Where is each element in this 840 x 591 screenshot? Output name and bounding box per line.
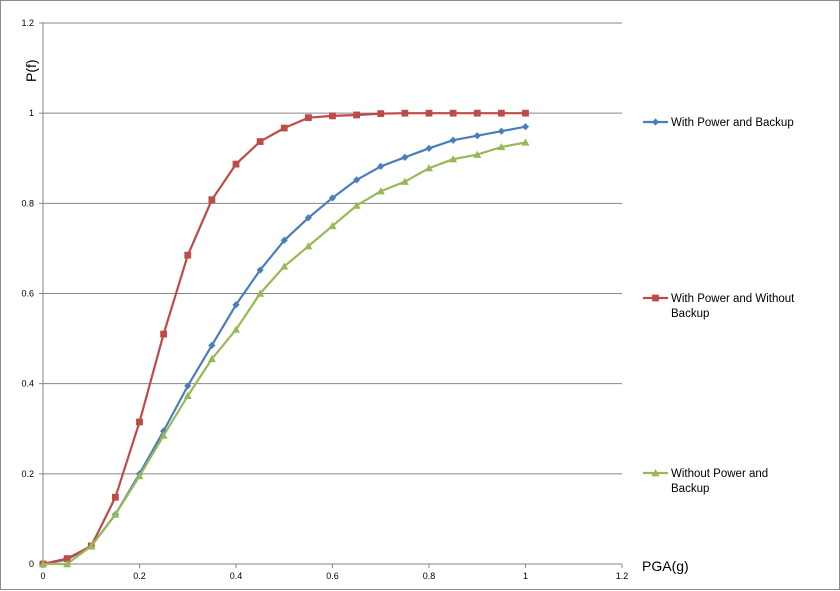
data-point <box>353 111 361 119</box>
legend-marker <box>651 469 660 477</box>
data-point <box>280 236 288 244</box>
data-point <box>449 155 458 163</box>
legend-label-line: With Power and Without <box>671 293 795 305</box>
data-point <box>304 114 312 122</box>
data-point <box>304 242 313 250</box>
data-point <box>184 382 192 390</box>
gridlines <box>43 22 622 475</box>
legend-marker <box>652 294 659 302</box>
data-point <box>328 194 337 202</box>
x-tick-label: 0.8 <box>423 571 436 581</box>
legend-label-line: With Power and Backup <box>671 117 794 129</box>
series-line <box>43 141 526 566</box>
data-point <box>329 112 336 120</box>
data-point <box>352 201 361 209</box>
data-point <box>111 493 119 501</box>
y-tick-label: 0.4 <box>21 379 34 389</box>
data-point <box>256 138 264 145</box>
data-point <box>377 162 385 170</box>
tick-labels: 0 0.2 0.4 0.6 0.8 1 1.2 0 0.2 0.4 0.6 0.8 1 1.2 <box>21 18 628 581</box>
data-point <box>63 555 71 562</box>
data-point <box>497 109 505 117</box>
data-point <box>425 144 433 152</box>
data-point <box>208 196 216 204</box>
legend-item-2: Without Power and Backup <box>643 468 768 495</box>
data-point <box>256 266 264 274</box>
data-point <box>280 124 288 132</box>
data-point <box>400 177 409 185</box>
data-point <box>425 164 433 172</box>
legend-label: Without Power and Backup <box>671 468 768 495</box>
data-point <box>256 289 265 297</box>
x-tick-label: 0.6 <box>326 571 339 581</box>
legend-marker <box>651 118 660 126</box>
data-point <box>184 251 192 259</box>
x-tick-label: 0.2 <box>133 571 146 581</box>
series-2 <box>39 138 530 568</box>
data-point <box>159 431 168 439</box>
x-tick-label: 1 <box>523 571 528 581</box>
axes <box>39 22 623 568</box>
legend-label: With Power and Without Backup <box>671 293 795 320</box>
data-point <box>401 109 409 117</box>
data-point <box>208 341 216 349</box>
legend-label-line: Backup <box>671 308 709 320</box>
data-point <box>521 138 530 146</box>
series-1 <box>39 109 529 568</box>
data-point <box>473 132 481 140</box>
data-point <box>328 221 337 230</box>
data-point <box>39 560 47 568</box>
legend-item-0: With Power and Backup <box>643 117 794 129</box>
y-tick-label: 0.6 <box>21 289 34 299</box>
data-point <box>401 153 409 161</box>
data-point <box>473 109 481 117</box>
data-point <box>521 123 530 131</box>
y-axis-title: P(f) <box>23 59 39 82</box>
data-point <box>449 109 457 117</box>
data-point <box>87 541 96 550</box>
data-point <box>376 187 385 195</box>
data-point <box>207 354 216 363</box>
data-point <box>135 472 144 480</box>
legend-label-line: Without Power and <box>671 468 768 480</box>
x-tick-label: 0.4 <box>230 571 243 581</box>
legend-item-1: With Power and Without Backup <box>643 293 795 320</box>
legend: With Power and Backup With Power and With… <box>643 117 795 495</box>
y-tick-label: 0.8 <box>21 198 34 208</box>
y-tick-label: 1.2 <box>21 18 34 28</box>
data-point <box>522 109 529 117</box>
data-point <box>111 510 120 518</box>
data-point <box>304 214 312 222</box>
data-point <box>183 391 192 400</box>
x-axis-title: PGA(g) <box>642 558 689 574</box>
legend-label: With Power and Backup <box>671 117 794 129</box>
data-point <box>353 176 361 184</box>
x-tick-label: 0 <box>40 571 45 581</box>
data-point <box>232 160 240 168</box>
data-point <box>425 109 433 117</box>
x-tick-label: 1.2 <box>616 571 629 581</box>
data-point <box>280 262 289 270</box>
data-point <box>497 127 505 135</box>
data-point <box>497 142 506 151</box>
legend-label-line: Backup <box>671 483 709 495</box>
y-tick-label: 0.2 <box>21 469 34 479</box>
data-point <box>232 325 240 333</box>
y-tick-label: 0 <box>29 559 34 569</box>
y-tick-label: 1 <box>29 108 34 118</box>
data-point <box>473 150 482 158</box>
series <box>39 109 530 568</box>
data-point <box>160 330 168 338</box>
data-point <box>232 301 240 309</box>
data-point <box>136 418 143 426</box>
data-point <box>449 136 457 144</box>
data-point <box>377 110 385 118</box>
data-point <box>63 560 72 568</box>
